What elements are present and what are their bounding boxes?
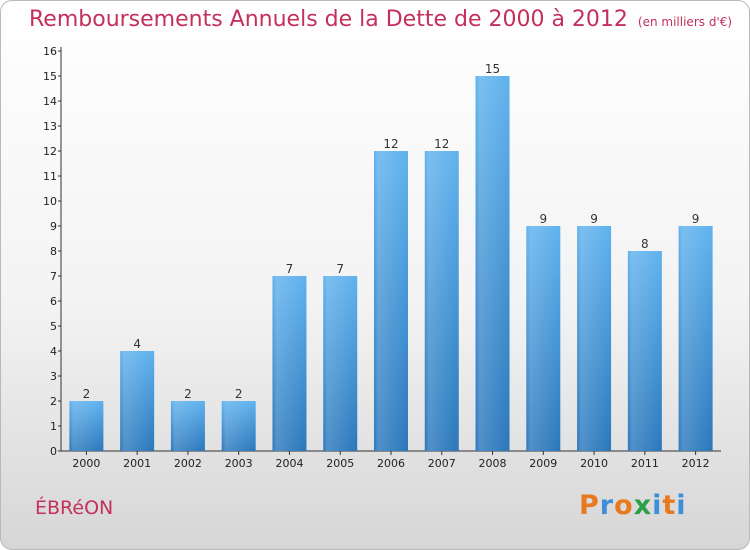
y-tick-label: 9 (50, 220, 57, 233)
x-tick-label: 2010 (580, 457, 608, 470)
bar-shine (475, 76, 510, 451)
y-tick-label: 2 (50, 395, 57, 408)
x-tick-label: 2005 (326, 457, 354, 470)
bar-shine (526, 226, 561, 451)
bar-value-label: 12 (383, 137, 398, 151)
bar-value-label: 9 (539, 212, 547, 226)
logo-letter: i (652, 490, 663, 521)
bar-value-label: 4 (133, 337, 141, 351)
value-labels: 2 4 2 2 7 7 12 12 15 9 9 8 9 (83, 62, 700, 401)
y-tick-label: 0 (50, 445, 57, 458)
bar-value-label: 12 (434, 137, 449, 151)
bar-value-label: 2 (235, 387, 243, 401)
x-tick-label: 2000 (72, 457, 100, 470)
y-tick-label: 16 (43, 45, 57, 58)
x-tick-label: 2006 (377, 457, 405, 470)
y-tick-label: 11 (43, 170, 57, 183)
logo-letter: t (662, 490, 677, 521)
proxiti-logo: Proxiti (579, 490, 687, 521)
bar-shine (424, 151, 459, 451)
x-tick-label: 2004 (275, 457, 303, 470)
bar-value-label: 2 (184, 387, 192, 401)
x-tick-label: 2012 (682, 457, 710, 470)
x-tick-label: 2001 (123, 457, 151, 470)
bar-shine (627, 251, 662, 451)
y-tick-label: 14 (43, 95, 57, 108)
y-tick-label: 15 (43, 70, 57, 83)
logo-letter: r (599, 490, 615, 521)
y-tick-label: 12 (43, 145, 57, 158)
title-text: Remboursements Annuels de la Dette de 20… (29, 7, 628, 32)
x-tick-label: 2009 (529, 457, 557, 470)
y-tick-label: 3 (50, 370, 57, 383)
bar-value-label: 9 (692, 212, 700, 226)
x-tick-label: 2003 (225, 457, 253, 470)
y-tick-label: 6 (50, 295, 57, 308)
logo-letter: P (579, 490, 600, 521)
bar-value-label: 2 (83, 387, 91, 401)
x-tick-label: 2007 (428, 457, 456, 470)
x-tick-label: 2002 (174, 457, 202, 470)
unit-note: (en milliers d'€) (637, 15, 733, 29)
bar-shine (272, 276, 307, 451)
y-tick-label: 7 (50, 270, 57, 283)
y-tick-label: 5 (50, 320, 57, 333)
bar-shine (374, 151, 408, 451)
bar-shine (678, 226, 713, 451)
bar-value-label: 9 (590, 212, 598, 226)
bar-value-label: 15 (485, 62, 500, 76)
y-tick-label: 10 (43, 195, 57, 208)
bar-value-label: 8 (641, 237, 649, 251)
y-tick-label: 13 (43, 120, 57, 133)
bar-shine (69, 401, 104, 451)
bars (69, 76, 713, 451)
y-tick-label: 4 (50, 345, 57, 358)
commune-name: ÉBRéON (35, 497, 114, 519)
bar-shine (170, 401, 205, 451)
bar-shine (577, 226, 612, 451)
y-tick-label: 1 (50, 420, 57, 433)
x-tick-label: 2008 (479, 457, 507, 470)
bar-shine (120, 351, 155, 451)
bar-shine (221, 401, 256, 451)
logo-letter: i (676, 490, 687, 521)
bar-value-label: 7 (336, 262, 344, 276)
chart-title: Remboursements Annuels de la Dette de 20… (29, 7, 732, 32)
bar-value-label: 7 (286, 262, 294, 276)
y-tick-label: 8 (50, 245, 57, 258)
x-tick-label: 2011 (631, 457, 659, 470)
bar-shine (323, 276, 358, 451)
logo-letter: x (633, 490, 653, 521)
logo-letter: o (614, 490, 634, 521)
